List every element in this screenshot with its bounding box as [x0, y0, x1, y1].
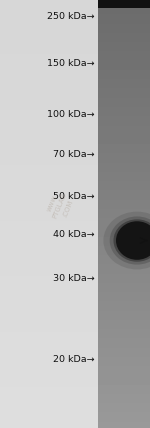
Text: 30 kDa→: 30 kDa→ [53, 273, 95, 283]
Text: 50 kDa→: 50 kDa→ [53, 191, 95, 201]
Text: 100 kDa→: 100 kDa→ [47, 110, 95, 119]
Text: 250 kDa→: 250 kDa→ [47, 12, 95, 21]
Ellipse shape [110, 217, 150, 265]
Text: 150 kDa→: 150 kDa→ [47, 59, 95, 68]
Ellipse shape [116, 221, 150, 260]
Ellipse shape [103, 212, 150, 270]
Text: 70 kDa→: 70 kDa→ [53, 149, 95, 159]
Text: www.
PTGLAB
.COM: www. PTGLAB .COM [45, 189, 75, 222]
Ellipse shape [114, 220, 150, 262]
Bar [98, 0, 150, 8]
Text: 40 kDa→: 40 kDa→ [53, 230, 95, 239]
Text: 20 kDa→: 20 kDa→ [53, 355, 95, 364]
